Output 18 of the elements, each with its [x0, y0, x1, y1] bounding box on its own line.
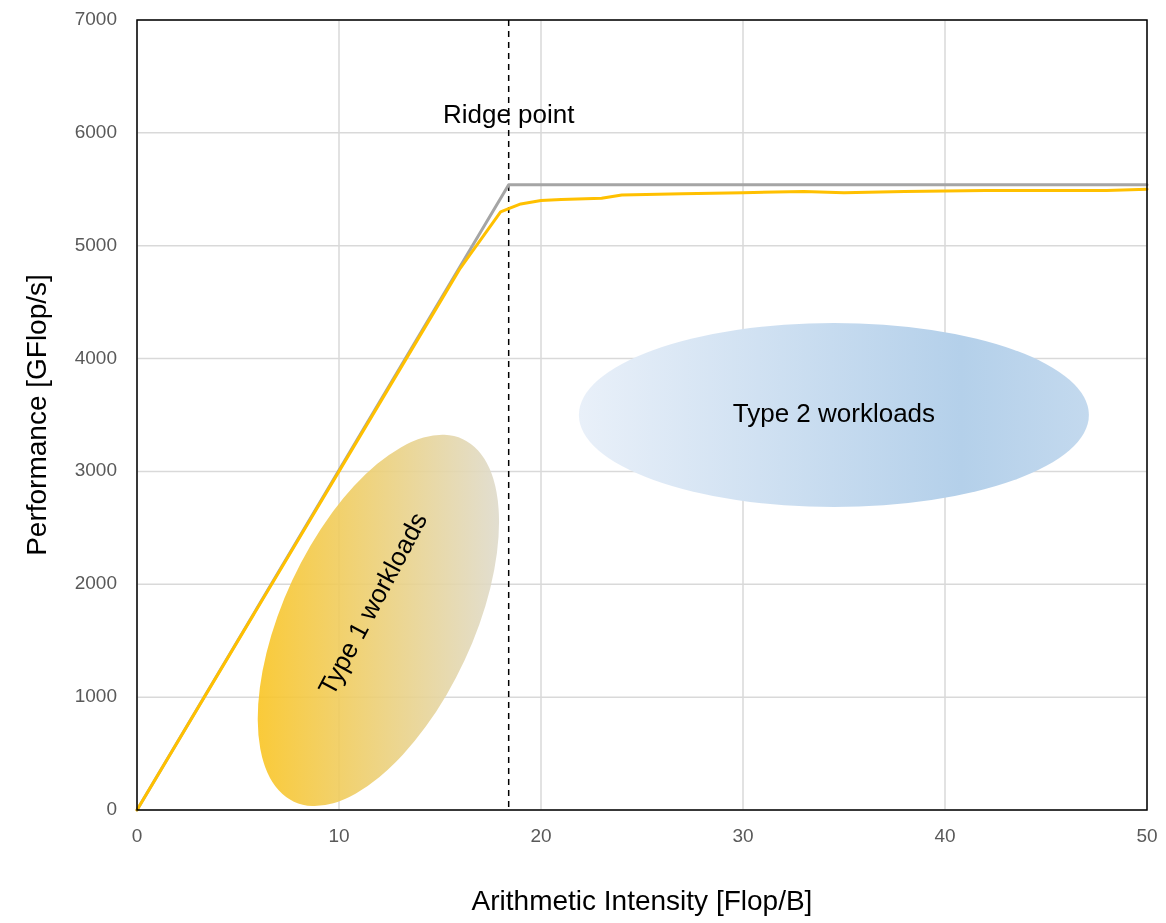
x-tick-label: 20 — [530, 825, 552, 846]
y-axis-title: Performance [GFlop/s] — [21, 274, 52, 556]
x-tick-label: 0 — [131, 825, 143, 846]
x-tick-label: 50 — [1136, 825, 1158, 846]
x-tick-label: 40 — [934, 825, 956, 846]
y-tick-label: 0 — [106, 798, 117, 820]
y-tick-label: 7000 — [74, 8, 117, 30]
y-tick-label: 6000 — [74, 120, 117, 142]
ref-line-label: Ridge point — [442, 99, 576, 129]
y-tick-label: 1000 — [74, 685, 117, 707]
x-axis-title: Arithmetic Intensity [Flop/B] — [471, 885, 813, 916]
x-tick-label: 30 — [732, 825, 754, 846]
y-tick-label: 5000 — [74, 233, 117, 255]
y-tick-label: 2000 — [74, 572, 117, 594]
x-tick-label: 10 — [328, 825, 350, 846]
y-tick-label: 3000 — [74, 459, 117, 481]
annotation: Type 2 workloads — [732, 397, 936, 428]
y-tick-label: 4000 — [74, 346, 117, 368]
